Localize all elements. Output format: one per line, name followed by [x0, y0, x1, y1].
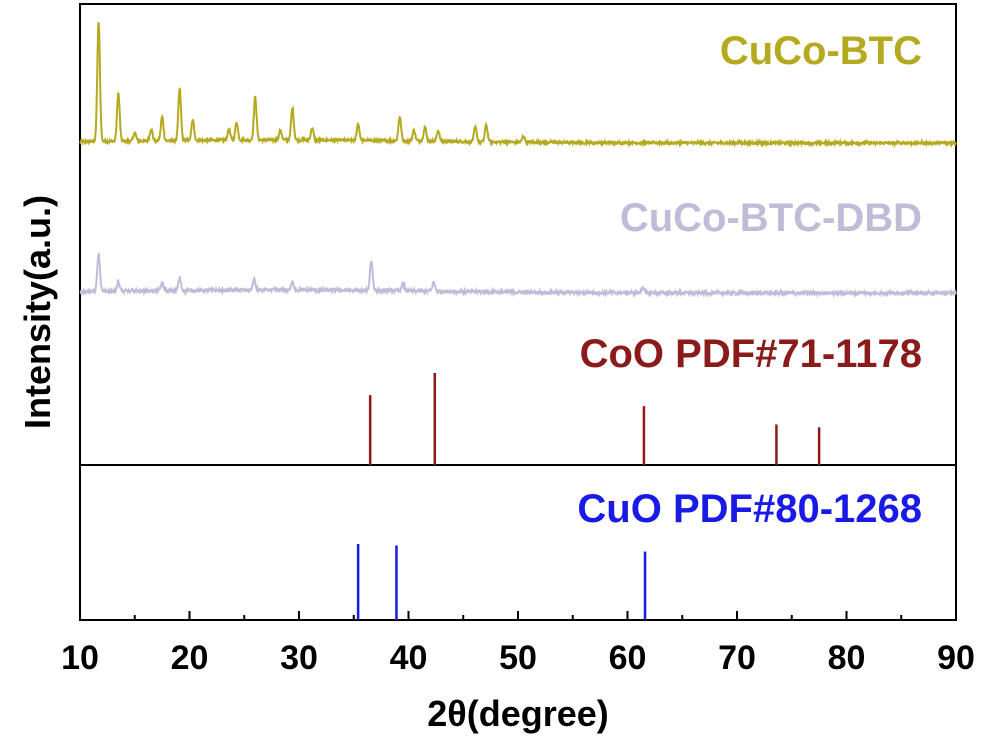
series-label-coo-pdf-71-1178: CoO PDF#71-1178: [580, 332, 922, 376]
series-line-cuco-btc-dbd: [79, 252, 957, 299]
x-tick-label: 90: [937, 639, 975, 677]
x-axis: 10 20 30 40 50 60 70 80 90: [61, 611, 975, 677]
x-tick-label: 50: [499, 639, 537, 677]
x-tick-label: 20: [171, 639, 209, 677]
series-label-cuco-btc-dbd: CuCo-BTC-DBD: [620, 196, 922, 240]
y-axis-label: Intensity(a.u.): [17, 195, 58, 429]
x-tick-label: 70: [718, 639, 756, 677]
x-axis-label: 2θ(degree): [427, 693, 609, 734]
series-label-cuco-btc: CuCo-BTC: [720, 29, 922, 73]
x-tick-label: 80: [828, 639, 866, 677]
series-label-cuo-pdf-80-1268: CuO PDF#80-1268: [577, 487, 922, 531]
x-tick-label: 60: [609, 639, 647, 677]
x-tick-label: 30: [280, 639, 318, 677]
x-tick-label: 40: [390, 639, 428, 677]
series-label-layer: CuCo-BTC CuCo-BTC-DBD CoO PDF#71-1178 CuO P…: [577, 29, 922, 531]
series-layer: [79, 22, 957, 620]
x-tick-label: 10: [61, 639, 99, 677]
series-line-cuco-btc: [79, 22, 957, 149]
